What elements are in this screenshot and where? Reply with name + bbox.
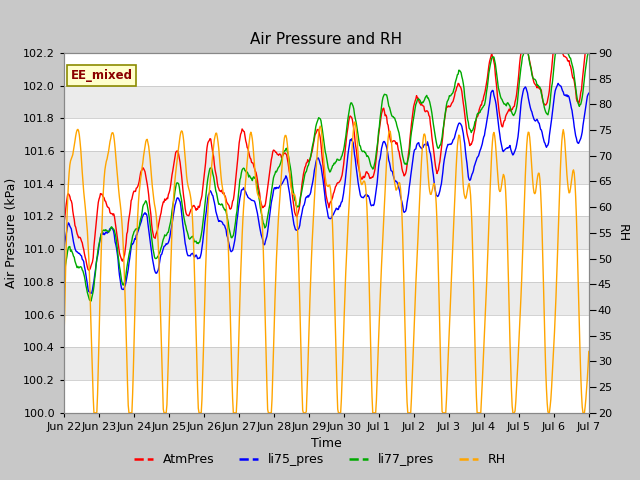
Bar bbox=[64, 282, 589, 314]
Title: Air Pressure and RH: Air Pressure and RH bbox=[250, 33, 403, 48]
Bar bbox=[64, 118, 589, 151]
X-axis label: Time: Time bbox=[311, 437, 342, 450]
Bar bbox=[64, 314, 589, 348]
Bar bbox=[64, 184, 589, 216]
Bar bbox=[64, 348, 589, 380]
Bar bbox=[64, 216, 589, 249]
Text: EE_mixed: EE_mixed bbox=[71, 69, 133, 82]
Y-axis label: Air Pressure (kPa): Air Pressure (kPa) bbox=[4, 178, 17, 288]
Legend: AtmPres, li75_pres, li77_pres, RH: AtmPres, li75_pres, li77_pres, RH bbox=[129, 448, 511, 471]
Y-axis label: RH: RH bbox=[616, 224, 628, 242]
Bar bbox=[64, 53, 589, 85]
Bar bbox=[64, 151, 589, 184]
Bar bbox=[64, 380, 589, 413]
Bar bbox=[64, 85, 589, 118]
Bar bbox=[64, 249, 589, 282]
